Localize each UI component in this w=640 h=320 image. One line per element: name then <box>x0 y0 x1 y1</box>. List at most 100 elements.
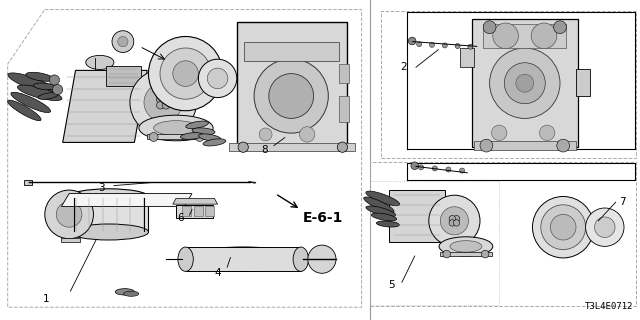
Circle shape <box>490 48 560 118</box>
Text: 8: 8 <box>261 145 268 155</box>
Circle shape <box>337 142 348 152</box>
Ellipse shape <box>17 85 62 100</box>
Circle shape <box>130 69 196 136</box>
Circle shape <box>531 23 557 49</box>
Circle shape <box>449 220 456 226</box>
Ellipse shape <box>186 121 209 129</box>
Circle shape <box>308 245 336 273</box>
Circle shape <box>440 207 468 235</box>
Ellipse shape <box>192 128 215 134</box>
Circle shape <box>52 84 63 95</box>
Text: 1: 1 <box>43 294 49 304</box>
Circle shape <box>483 21 496 34</box>
Ellipse shape <box>124 291 139 296</box>
Bar <box>69 197 148 232</box>
Bar <box>24 180 32 185</box>
Circle shape <box>460 168 465 173</box>
Ellipse shape <box>115 289 134 295</box>
Circle shape <box>157 96 164 103</box>
Circle shape <box>259 128 272 141</box>
Ellipse shape <box>11 92 51 113</box>
Bar <box>440 252 492 256</box>
Text: 6: 6 <box>177 213 184 223</box>
Ellipse shape <box>371 213 397 221</box>
Bar <box>339 64 349 83</box>
Ellipse shape <box>180 133 204 139</box>
Ellipse shape <box>182 247 304 271</box>
Circle shape <box>112 31 134 52</box>
Polygon shape <box>63 70 147 142</box>
Circle shape <box>449 215 456 222</box>
Bar <box>472 19 577 147</box>
Bar <box>205 206 214 216</box>
Circle shape <box>149 132 158 141</box>
Polygon shape <box>248 181 256 183</box>
Circle shape <box>468 44 473 49</box>
Circle shape <box>56 202 82 227</box>
Circle shape <box>453 215 460 222</box>
Circle shape <box>550 214 576 240</box>
Text: 7: 7 <box>619 197 625 207</box>
Bar <box>389 190 445 242</box>
Circle shape <box>173 61 198 86</box>
Circle shape <box>532 196 594 258</box>
Circle shape <box>300 127 315 142</box>
Ellipse shape <box>33 83 56 90</box>
Circle shape <box>492 125 507 140</box>
Ellipse shape <box>154 121 198 135</box>
Circle shape <box>162 96 170 103</box>
Text: 2: 2 <box>400 62 406 72</box>
Circle shape <box>446 167 451 172</box>
Circle shape <box>408 37 416 45</box>
Bar <box>229 143 355 151</box>
Circle shape <box>493 23 518 49</box>
Bar <box>182 206 191 216</box>
Ellipse shape <box>366 191 399 206</box>
Bar <box>460 48 474 67</box>
Bar <box>147 134 205 139</box>
Bar <box>339 96 349 122</box>
Ellipse shape <box>26 72 54 81</box>
Bar <box>576 69 590 96</box>
Circle shape <box>429 42 435 47</box>
Circle shape <box>595 217 615 237</box>
Ellipse shape <box>376 221 399 227</box>
Ellipse shape <box>86 55 114 69</box>
Ellipse shape <box>139 115 213 141</box>
Circle shape <box>207 68 228 89</box>
Circle shape <box>586 208 624 246</box>
Circle shape <box>269 74 314 118</box>
Bar <box>483 24 566 48</box>
Circle shape <box>162 101 170 109</box>
Circle shape <box>429 195 480 246</box>
Circle shape <box>443 250 451 258</box>
Text: 3: 3 <box>98 183 104 193</box>
Circle shape <box>160 48 211 99</box>
Polygon shape <box>61 194 192 206</box>
Bar <box>194 206 203 216</box>
Text: 5: 5 <box>388 280 395 291</box>
Circle shape <box>540 125 555 140</box>
Ellipse shape <box>8 100 41 121</box>
Ellipse shape <box>38 93 58 99</box>
Circle shape <box>453 220 460 226</box>
Circle shape <box>49 75 60 85</box>
Bar <box>186 247 301 271</box>
Ellipse shape <box>439 237 493 256</box>
Ellipse shape <box>203 139 226 146</box>
Ellipse shape <box>366 206 396 216</box>
Circle shape <box>118 36 128 47</box>
Bar <box>474 141 576 150</box>
Circle shape <box>554 21 566 34</box>
Circle shape <box>417 42 422 47</box>
Text: E-6-1: E-6-1 <box>303 211 344 225</box>
Ellipse shape <box>450 241 482 252</box>
Text: T3L4E0712: T3L4E0712 <box>585 302 634 311</box>
Circle shape <box>144 83 182 122</box>
Ellipse shape <box>69 189 148 205</box>
Circle shape <box>516 74 534 92</box>
Circle shape <box>195 132 204 141</box>
Bar <box>244 42 339 61</box>
Text: 4: 4 <box>214 268 221 278</box>
Ellipse shape <box>8 73 56 93</box>
